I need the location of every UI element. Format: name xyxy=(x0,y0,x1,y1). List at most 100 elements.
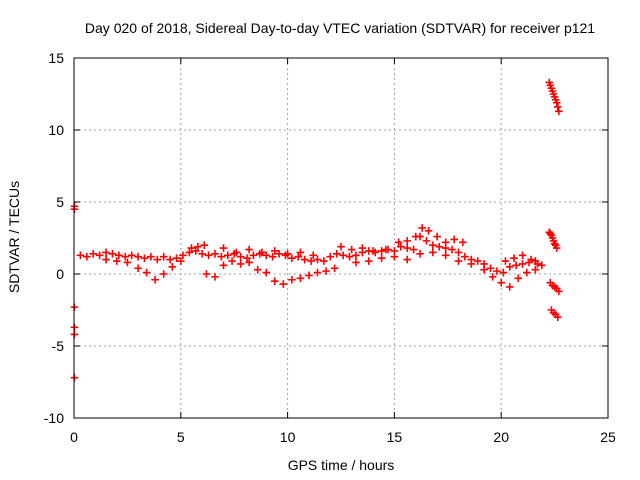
data-point xyxy=(533,260,542,268)
y-tick-label: 5 xyxy=(56,194,64,210)
data-point xyxy=(549,90,558,98)
data-point xyxy=(294,252,303,261)
data-point xyxy=(268,252,277,261)
data-point xyxy=(555,107,563,116)
data-point xyxy=(345,252,354,261)
data-point xyxy=(307,257,315,265)
data-point xyxy=(102,255,110,264)
x-tick-label: 0 xyxy=(70,429,78,445)
data-point xyxy=(505,283,514,291)
data-point xyxy=(172,254,181,262)
y-tick-label: -10 xyxy=(44,410,64,426)
data-point xyxy=(258,248,266,257)
data-point xyxy=(187,244,196,252)
data-point xyxy=(403,255,412,264)
data-point xyxy=(194,242,202,251)
data-point xyxy=(249,251,258,260)
data-point xyxy=(270,247,279,255)
data-point xyxy=(488,273,497,281)
data-point xyxy=(313,255,322,264)
data-point xyxy=(223,251,232,260)
data-point xyxy=(337,242,345,251)
data-point xyxy=(554,313,562,321)
data-point xyxy=(555,287,563,296)
data-point xyxy=(166,255,174,264)
data-point xyxy=(127,251,136,260)
data-point xyxy=(142,268,151,277)
data-point xyxy=(279,280,288,288)
data-point xyxy=(418,224,426,232)
data-point xyxy=(313,268,322,277)
data-point xyxy=(83,252,91,261)
data-point xyxy=(89,250,98,258)
data-point xyxy=(441,238,450,247)
data-point xyxy=(512,261,520,270)
data-point xyxy=(461,252,469,261)
data-point xyxy=(411,232,420,241)
data-point xyxy=(416,250,424,258)
series-late-segment-high xyxy=(545,78,563,116)
data-point xyxy=(552,98,561,107)
data-point xyxy=(448,245,456,254)
data-point xyxy=(433,232,441,241)
data-point xyxy=(217,252,226,261)
data-point xyxy=(551,95,560,104)
data-point xyxy=(270,277,279,285)
data-point xyxy=(200,241,209,249)
x-axis-label: GPS time / hours xyxy=(287,457,395,473)
data-point xyxy=(332,250,341,258)
data-point xyxy=(352,251,360,260)
data-point xyxy=(309,251,318,260)
data-point xyxy=(245,245,253,254)
data-point xyxy=(397,242,405,251)
data-point xyxy=(177,257,185,265)
data-point xyxy=(409,245,418,254)
y-tick-label: -5 xyxy=(52,338,65,354)
y-tick-label: 10 xyxy=(48,122,64,138)
data-point xyxy=(352,258,360,267)
data-point xyxy=(550,93,559,101)
data-point xyxy=(236,260,245,268)
data-point xyxy=(288,254,296,262)
data-point xyxy=(198,250,206,258)
data-point xyxy=(486,264,495,273)
data-point xyxy=(467,260,476,268)
data-point xyxy=(115,251,123,260)
x-tick-label: 20 xyxy=(493,429,509,445)
y-axis-label: SDTVAR / TECUs xyxy=(6,180,22,294)
data-point xyxy=(339,251,347,260)
data-point xyxy=(501,257,510,265)
data-point xyxy=(112,257,121,265)
plot-frame xyxy=(73,57,609,419)
data-point xyxy=(322,267,330,275)
data-point xyxy=(518,251,527,260)
data-point xyxy=(211,250,219,258)
data-point xyxy=(382,245,390,254)
data-point xyxy=(262,268,271,277)
data-point xyxy=(377,254,386,262)
data-point xyxy=(232,248,241,257)
data-point xyxy=(458,238,467,247)
data-point xyxy=(123,258,132,267)
data-point xyxy=(364,257,373,265)
data-point xyxy=(547,84,556,93)
data-point xyxy=(153,255,162,264)
data-point xyxy=(245,258,253,267)
data-point xyxy=(320,257,328,265)
data-point xyxy=(394,238,403,247)
data-point xyxy=(211,273,219,281)
data-point xyxy=(454,257,463,265)
data-point xyxy=(552,244,561,252)
series-late-segment-mid xyxy=(545,228,561,252)
data-point xyxy=(450,235,459,244)
grid-lines xyxy=(74,58,608,418)
data-point xyxy=(546,81,555,90)
data-point xyxy=(505,263,514,271)
data-point xyxy=(377,247,386,255)
data-point xyxy=(283,250,292,258)
data-point xyxy=(548,234,557,242)
series-late-segment-low-2 xyxy=(547,306,562,321)
data-point xyxy=(429,241,437,249)
chart-title: Day 020 of 2018, Sidereal Day-to-day VTE… xyxy=(84,20,596,36)
data-point xyxy=(185,248,194,257)
